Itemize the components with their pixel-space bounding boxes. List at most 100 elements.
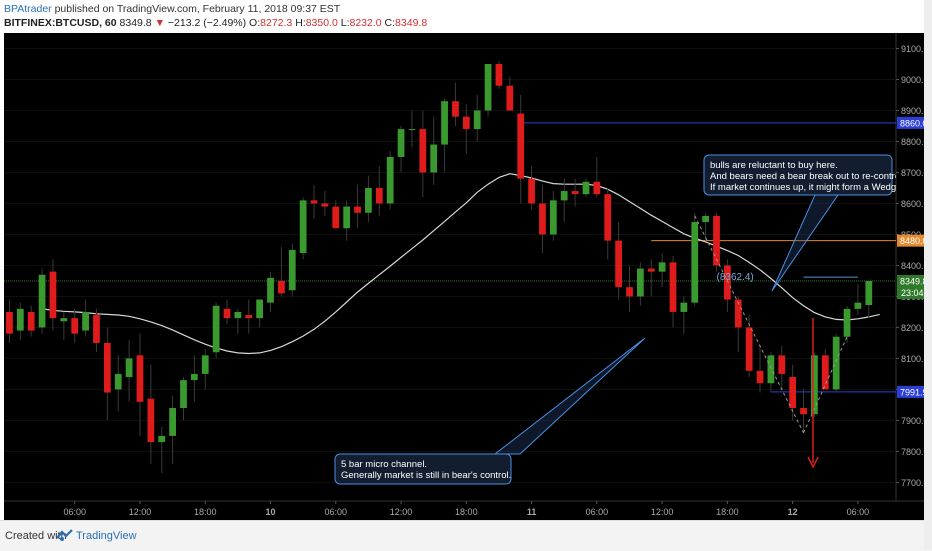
change-arrow-icon: ▼: [154, 17, 165, 29]
time-axis-label: 18:00: [716, 507, 739, 517]
candle-body: [201, 355, 209, 374]
candle-body: [332, 206, 340, 229]
tradingview-brand[interactable]: TradingView: [76, 530, 137, 542]
candle-body: [245, 315, 253, 319]
price-chart[interactable]: (8362.4) 9100.0 9000.0 8900.0 8800.0 8700.0 8…: [0, 33, 932, 520]
candle-body: [6, 311, 13, 334]
candle-body: [560, 191, 568, 201]
candle-body: [223, 308, 231, 319]
channel-line-upper: [694, 215, 804, 434]
candle-body: [27, 311, 35, 331]
published-text: published on TradingView.com, February 1…: [54, 3, 341, 15]
candle-body: [680, 302, 688, 312]
candle-body: [691, 222, 699, 303]
candle-body: [125, 358, 133, 378]
candle-body: [745, 327, 753, 371]
candle-body: [484, 63, 492, 111]
level-price-tag: [897, 385, 927, 398]
candle-body: [16, 308, 24, 331]
time-axis-label: 06:00: [325, 507, 348, 517]
callout-text: bulls are reluctant to buy here.: [710, 160, 838, 171]
current-price-label: 8349.8: [900, 277, 928, 287]
chart-area[interactable]: (8362.4) 9100.0 9000.0 8900.0 8800.0 8700.0 8…: [0, 33, 932, 520]
candle-body: [647, 268, 655, 272]
time-axis-label: 06:00: [63, 507, 86, 517]
candle-body: [38, 274, 46, 328]
candle-body: [571, 191, 579, 195]
candle-body: [713, 215, 720, 266]
candle-body: [800, 408, 807, 415]
time-axis-label: 11: [527, 507, 537, 517]
candle-body: [49, 271, 57, 319]
candle-body: [528, 178, 535, 204]
author-link[interactable]: BPAtrader: [4, 3, 52, 15]
candle-body: [778, 355, 786, 374]
price-axis-label: 8700.0: [901, 168, 929, 178]
level-price-tag: [897, 234, 927, 247]
open-label: O:: [249, 17, 261, 29]
callout-text: And bears need a bear break out to re-co…: [710, 171, 932, 182]
candle-body: [462, 116, 470, 130]
candle-body: [604, 194, 612, 241]
footer-bar: Created with TradingView: [0, 520, 932, 551]
time-axis-label: 18:00: [194, 507, 217, 517]
high-label: H:: [295, 17, 306, 29]
candle-body: [821, 355, 829, 390]
symbol-label: BITFINEX:BTCUSD, 60: [4, 17, 117, 29]
high-value: 8350.0: [305, 17, 338, 29]
candle-body: [549, 200, 557, 235]
chart-header: BPAtrader published on TradingView.com, …: [0, 0, 932, 33]
candle-body: [103, 342, 111, 393]
candle-body: [734, 299, 742, 328]
candle-body: [495, 63, 503, 86]
price-axis-label: 9100.0: [901, 44, 929, 54]
candle-body: [136, 355, 144, 402]
candle-body: [473, 110, 481, 130]
candle-body: [658, 262, 666, 272]
price-note-label: (8362.4): [717, 272, 754, 283]
candle-body: [626, 287, 633, 297]
open-value: 8272.3: [260, 17, 293, 29]
candle-body: [582, 181, 590, 195]
candle-body: [310, 200, 318, 204]
candle-body: [724, 265, 731, 300]
candle-body: [789, 377, 797, 409]
candle-body: [288, 249, 296, 291]
candle-body: [832, 336, 840, 390]
candle-body: [636, 268, 644, 297]
page-edge: [924, 0, 932, 550]
candle-body: [375, 187, 383, 204]
time-axis-label: 12:00: [651, 507, 674, 517]
price-axis-label: 9000.0: [901, 75, 929, 85]
candle-body: [386, 156, 394, 204]
price-axis-label: 8200.0: [901, 323, 929, 333]
low-value: 8232.0: [349, 17, 382, 29]
candle-body: [365, 187, 372, 213]
callout-text: Generally market is still in bear's cont…: [341, 470, 511, 481]
time-axis-label: 10: [266, 507, 276, 517]
candle-body: [256, 299, 264, 319]
time-axis-label: 12:00: [129, 507, 152, 517]
time-axis-label: 06:00: [847, 507, 870, 517]
level-price-label: 7991.9: [900, 387, 928, 397]
symbol-info: BITFINEX:BTCUSD, 60 8349.8 ▼ −213.2 (−2.…: [4, 17, 427, 29]
candle-body: [190, 373, 198, 381]
candle-body: [212, 305, 220, 353]
candle-body: [158, 435, 166, 443]
price-axis-label: 8100.0: [901, 354, 929, 364]
candle-body: [82, 311, 89, 331]
candle-body: [408, 129, 416, 131]
callout-text: If market continues up, it might form a …: [710, 182, 920, 193]
price-axis-label: 8800.0: [901, 137, 929, 147]
price-axis-label: 8400.0: [901, 261, 929, 271]
candle-body: [299, 200, 307, 254]
candle-body: [278, 280, 285, 294]
last-price: 8349.8: [119, 17, 152, 29]
candle-body: [865, 281, 873, 306]
candle-body: [811, 355, 818, 415]
candle-body: [71, 318, 79, 334]
callout-top: bulls are reluctant to buy here.And bear…: [703, 154, 932, 292]
time-axis-label: 12: [788, 507, 798, 517]
change-value: −213.2 (−2.49%): [167, 17, 247, 29]
close-label: C:: [384, 17, 396, 29]
